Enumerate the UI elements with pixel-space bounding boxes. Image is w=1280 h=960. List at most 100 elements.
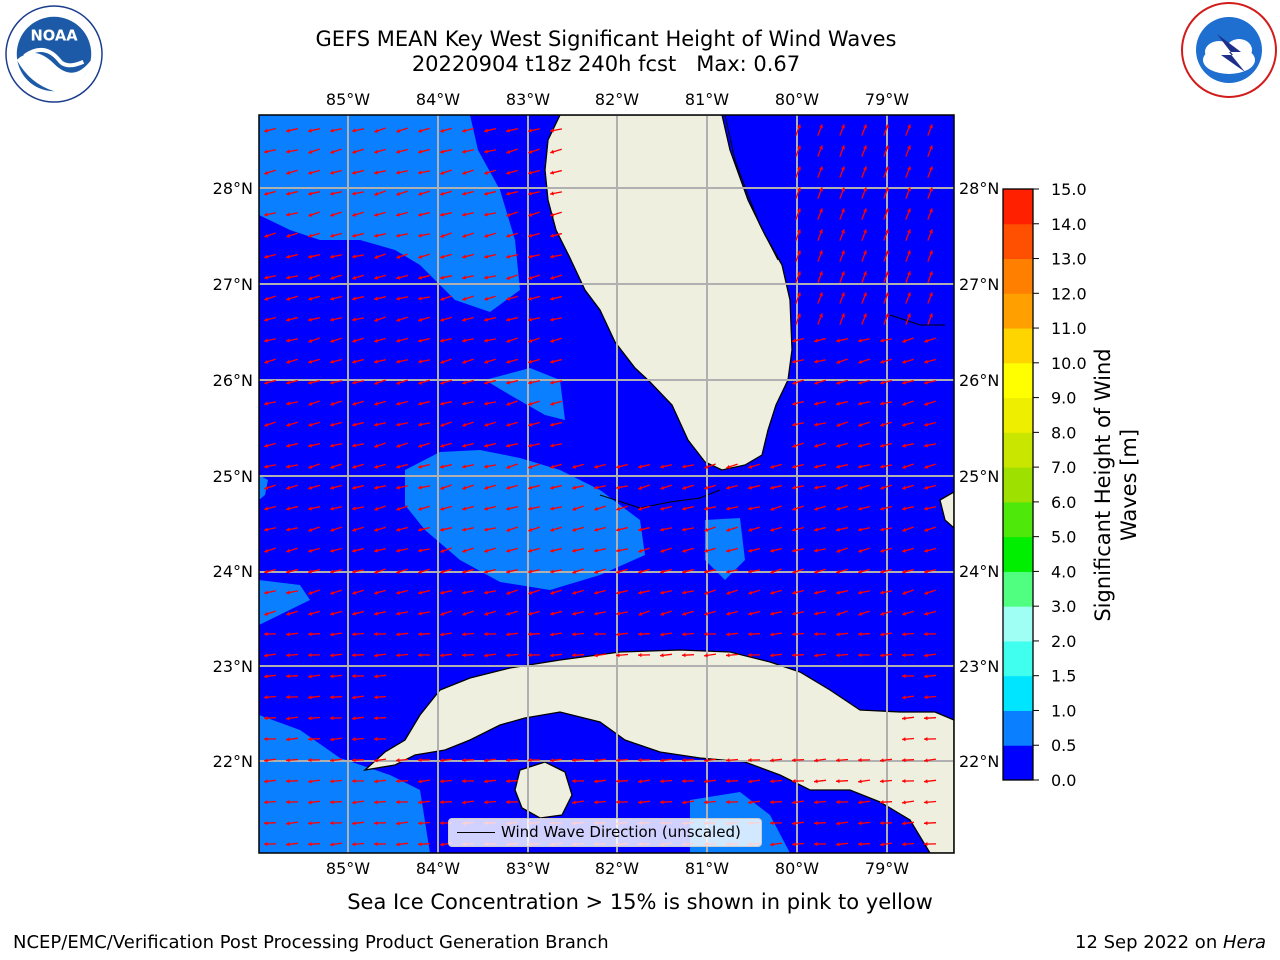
wave-arrow-head bbox=[907, 313, 911, 318]
colorbar-tick-label: 0.5 bbox=[1051, 736, 1076, 755]
wave-arrow-head bbox=[418, 338, 422, 343]
wave-arrow-head bbox=[308, 191, 312, 196]
wave-arrow-head bbox=[374, 800, 378, 805]
colorbar-tick-label: 8.0 bbox=[1051, 423, 1076, 442]
wave-arrow-head bbox=[264, 170, 269, 175]
wave-arrow-head bbox=[308, 233, 313, 238]
wave-arrow-head bbox=[264, 128, 269, 133]
wave-arrow-head bbox=[264, 590, 268, 595]
wave-arrow-head bbox=[506, 464, 511, 469]
wave-arrow-head bbox=[836, 359, 841, 364]
wave-arrow-head bbox=[594, 485, 598, 490]
wave-arrow-head bbox=[418, 212, 422, 217]
wave-arrow-head bbox=[660, 611, 665, 616]
wave-arrow-head bbox=[880, 485, 885, 490]
wave-arrow-head bbox=[902, 422, 907, 427]
wave-arrow-head bbox=[330, 359, 335, 364]
wave-arrow-head bbox=[308, 443, 312, 448]
wave-arrow-head bbox=[330, 800, 334, 805]
wave-arrow-head bbox=[814, 422, 818, 427]
wave-arrow-head bbox=[704, 800, 708, 805]
wave-arrow-head bbox=[374, 254, 379, 259]
wave-arrow-head bbox=[858, 485, 863, 490]
colorbar-swatch bbox=[1003, 397, 1033, 433]
wave-arrow-head bbox=[264, 401, 268, 406]
wave-arrow-head bbox=[374, 841, 378, 847]
wave-arrow-head bbox=[748, 757, 752, 763]
wave-arrow-head bbox=[924, 464, 929, 469]
wave-arrow-head bbox=[907, 166, 911, 171]
wave-arrow-head bbox=[660, 464, 664, 469]
footer-date: 12 Sep 2022 on Hera bbox=[1075, 932, 1266, 953]
lat-label-right: 26°N bbox=[959, 371, 999, 390]
wave-arrow-head bbox=[792, 485, 796, 490]
lat-label-right: 27°N bbox=[959, 275, 999, 294]
wave-arrow-head bbox=[550, 401, 555, 406]
wave-arrow-head bbox=[858, 569, 863, 574]
wave-arrow-head bbox=[880, 443, 884, 448]
wave-arrow-head bbox=[396, 401, 401, 406]
wave-arrow-head bbox=[352, 611, 356, 616]
wave-arrow-head bbox=[440, 275, 444, 280]
wave-arrow-head bbox=[462, 296, 467, 301]
title-line-2: 20220904 t18z 240h fcst Max: 0.67 bbox=[411, 52, 801, 76]
wave-arrow-head bbox=[462, 653, 466, 658]
wave-arrow-head bbox=[286, 380, 290, 385]
wave-arrow-head bbox=[418, 191, 423, 196]
wave-arrow-head bbox=[484, 800, 488, 805]
wave-arrow-head bbox=[330, 590, 335, 595]
wave-arrow-head bbox=[352, 254, 356, 259]
wave-arrow-head bbox=[352, 233, 356, 238]
wave-arrow-head bbox=[506, 569, 510, 574]
wave-arrow-head bbox=[330, 338, 335, 343]
wave-arrow-head bbox=[374, 443, 379, 448]
wave-arrow-head bbox=[863, 166, 867, 171]
wave-arrow-head bbox=[836, 611, 841, 616]
wave-arrow-head bbox=[286, 422, 291, 427]
wave-arrow-head bbox=[352, 716, 356, 721]
wave-arrow-head bbox=[726, 527, 731, 532]
wave-arrow-head bbox=[792, 359, 796, 364]
wave-arrow-head bbox=[929, 229, 933, 234]
wave-arrow-head bbox=[308, 149, 313, 154]
chart-title: GEFS MEAN Key West Significant Height of… bbox=[316, 27, 897, 77]
wave-arrow-head bbox=[770, 758, 774, 763]
wave-arrow-head bbox=[924, 506, 928, 511]
wave-arrow-head bbox=[858, 652, 862, 658]
wave-arrow-head bbox=[660, 590, 664, 595]
wave-arrow-head bbox=[374, 128, 379, 133]
colorbar-swatch bbox=[1003, 536, 1033, 572]
lon-label-top: 81°W bbox=[685, 90, 729, 109]
wave-arrow-head bbox=[264, 359, 269, 364]
wave-arrow-head bbox=[330, 527, 335, 532]
wave-arrow-head bbox=[352, 758, 356, 763]
wave-arrow-head bbox=[880, 758, 884, 763]
wave-arrow-head bbox=[797, 208, 801, 213]
wave-arrow-head bbox=[616, 590, 620, 595]
wave-arrow-head bbox=[885, 313, 889, 318]
wave-arrow-head bbox=[660, 548, 665, 553]
wave-arrow-head bbox=[484, 380, 488, 385]
wave-arrow-head bbox=[396, 317, 401, 322]
wave-arrow-head bbox=[374, 736, 378, 742]
wave-arrow-head bbox=[907, 208, 911, 213]
wave-arrow-head bbox=[462, 401, 466, 406]
wave-arrow-head bbox=[374, 758, 378, 763]
wave-arrow-head bbox=[550, 233, 554, 238]
wave-arrow-head bbox=[924, 653, 928, 658]
wave-arrow-head bbox=[396, 485, 400, 490]
wave-arrow-head bbox=[594, 779, 598, 784]
colorbar-swatch bbox=[1003, 293, 1033, 329]
wave-arrow-head bbox=[462, 548, 467, 553]
wave-arrow-head bbox=[902, 821, 906, 826]
wave-arrow-head bbox=[308, 757, 312, 763]
wave-arrow-head bbox=[418, 757, 422, 763]
wave-arrow-head bbox=[418, 779, 422, 784]
wave-arrow-head bbox=[308, 695, 312, 700]
wave-arrow-head bbox=[374, 317, 379, 322]
wave-arrow-head bbox=[374, 569, 379, 574]
wave-arrow-head bbox=[528, 191, 532, 196]
wave-arrow-head bbox=[396, 632, 400, 637]
wave-arrow-head bbox=[616, 464, 620, 469]
